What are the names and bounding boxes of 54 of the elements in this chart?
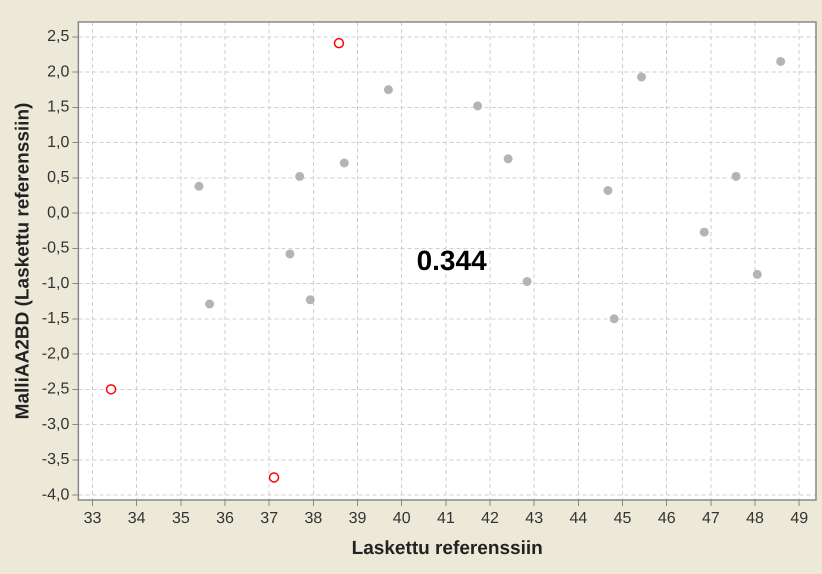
- y-tick-label: -2,0: [42, 345, 70, 362]
- point: [194, 182, 204, 191]
- x-tick-label: 47: [702, 510, 720, 528]
- point: [268, 472, 280, 483]
- point: [334, 38, 344, 48]
- point: [384, 85, 393, 94]
- x-tick-label: 36: [216, 510, 234, 528]
- point: [295, 172, 304, 181]
- x-tick-label: 39: [348, 510, 367, 528]
- point: [700, 228, 709, 237]
- point: [603, 186, 612, 195]
- x-tick-label: 40: [392, 510, 411, 528]
- y-tick-label: 1,0: [47, 134, 70, 151]
- x-tick-label: 46: [658, 510, 676, 528]
- x-tick-label: 48: [746, 510, 764, 528]
- x-tick-label: 33: [84, 510, 102, 528]
- y-tick-label: 2,5: [47, 28, 70, 46]
- point: [340, 158, 349, 168]
- y-tick-label: -4,0: [42, 486, 70, 504]
- point: [473, 101, 482, 110]
- y-axis-title: MalliAA2BD (Laskettu referenssiin): [12, 102, 34, 420]
- point: [306, 295, 315, 304]
- point: [637, 72, 646, 82]
- point: [504, 154, 513, 164]
- y-tick-label: -1,5: [42, 310, 70, 328]
- x-tick-label: 34: [128, 510, 146, 528]
- x-tick-label: 43: [525, 510, 544, 528]
- y-tick-label: 1,5: [47, 98, 70, 116]
- y-tick-label: 2,0: [47, 63, 70, 80]
- y-tick-label: 0,5: [47, 169, 70, 186]
- point: [285, 249, 294, 258]
- x-tick-label: 49: [790, 510, 808, 528]
- point: [522, 276, 532, 286]
- y-tick-label: -2,5: [42, 380, 70, 398]
- point: [610, 314, 619, 324]
- x-tick-label: 38: [304, 510, 322, 528]
- point: [776, 56, 786, 66]
- point: [205, 300, 214, 309]
- y-tick-label: -3,5: [42, 451, 70, 468]
- x-tick-label: 42: [481, 510, 500, 528]
- x-tick-label: 41: [436, 510, 455, 528]
- x-tick-label: 35: [172, 510, 190, 528]
- point: [752, 270, 762, 279]
- y-tick-label: -1,0: [42, 274, 70, 292]
- y-tick-label: -3,0: [42, 416, 70, 433]
- x-tick-label: 44: [569, 510, 588, 528]
- y-tick-label: -0,5: [42, 240, 70, 257]
- y-tick-label: 0,0: [47, 204, 70, 222]
- x-axis-title: Laskettu referenssiin: [352, 538, 543, 559]
- point: [106, 384, 116, 395]
- point: [732, 172, 741, 181]
- x-tick-label: 37: [260, 510, 278, 528]
- annotation: 0.344: [416, 245, 488, 276]
- x-tick-label: 45: [614, 510, 632, 528]
